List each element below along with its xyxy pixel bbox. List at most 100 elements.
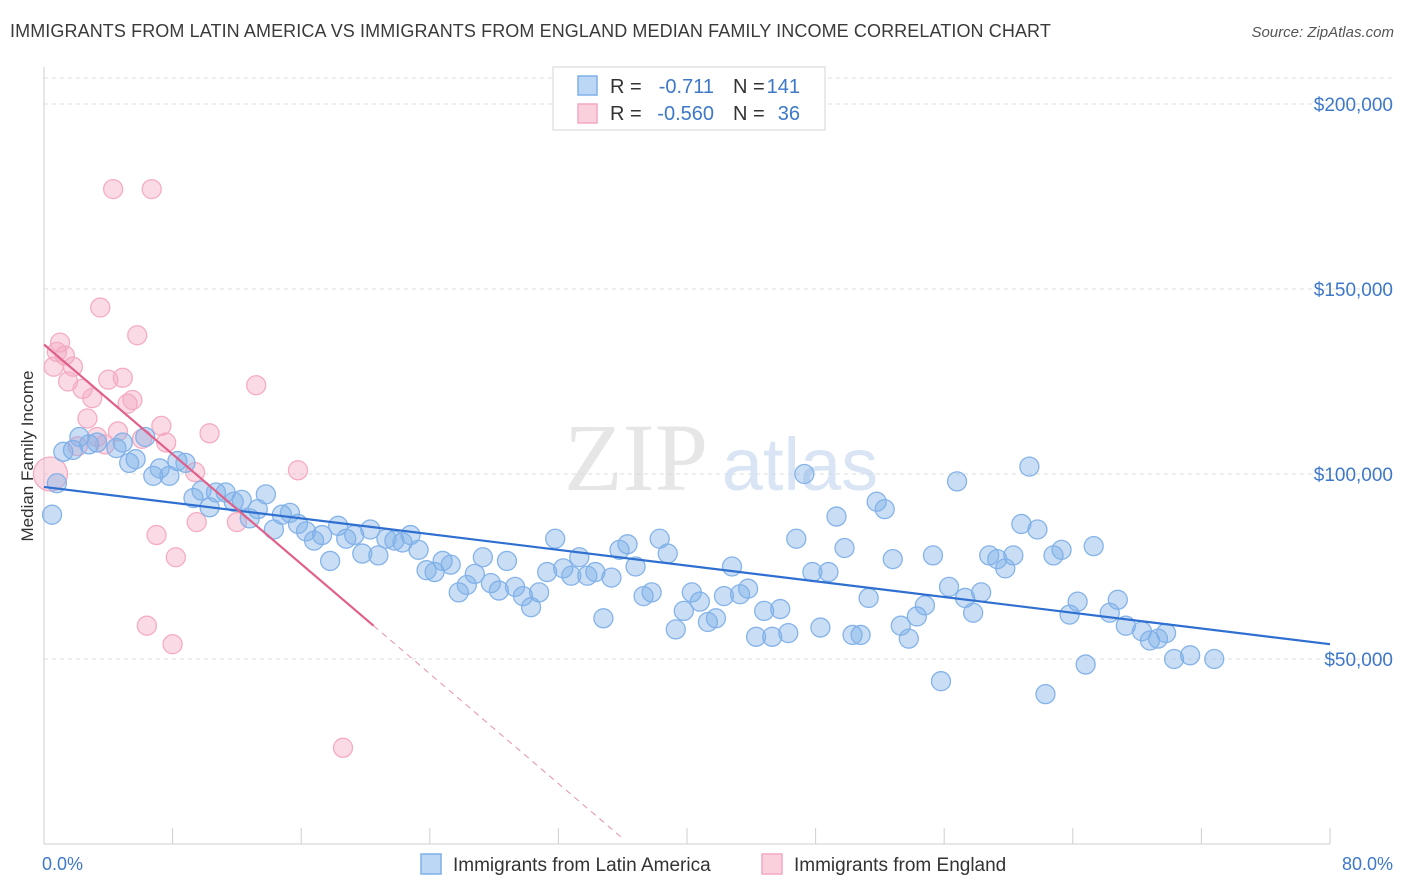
latin-point	[794, 463, 815, 485]
latin-point	[1155, 622, 1177, 644]
legend-n-value-latin: 141	[767, 76, 800, 98]
bottom-legend: Immigrants from Latin America Immigrants…	[420, 853, 1006, 876]
latin-point	[641, 582, 662, 603]
legend-n-label-latin: N =	[733, 76, 765, 98]
latin-point	[858, 587, 879, 609]
latin-point	[617, 534, 638, 555]
latin-point	[665, 619, 686, 640]
latin-point	[440, 554, 461, 575]
legend-n-label-england: N =	[733, 103, 765, 125]
latin-point	[1051, 539, 1072, 560]
x-ticks	[43, 828, 1331, 844]
latin-point	[456, 574, 477, 596]
watermark-zip: ZIP	[564, 404, 708, 511]
latin-point	[512, 585, 534, 607]
latin-point	[930, 671, 952, 692]
latin-point	[1027, 519, 1048, 540]
latin-point	[255, 484, 276, 505]
latin-point	[488, 580, 510, 601]
latin-point	[448, 582, 469, 603]
latin-point	[528, 582, 550, 603]
legend-box: R = -0.711 N = 141 R = -0.560 N = 36	[552, 66, 826, 131]
latin-point	[890, 615, 911, 636]
latin-point	[106, 437, 127, 459]
latin-point	[1083, 536, 1104, 557]
latin-point	[866, 491, 887, 512]
latin-point	[786, 528, 807, 549]
latin-point	[408, 539, 429, 560]
england-point	[141, 178, 162, 200]
latin-point	[62, 439, 84, 461]
latin-point	[971, 582, 992, 603]
latin-point	[625, 556, 646, 577]
latin-point	[86, 432, 108, 453]
england-point	[112, 367, 133, 388]
latin-point	[125, 449, 146, 470]
latin-point	[311, 524, 333, 546]
latin-point	[328, 515, 349, 536]
latin-point	[78, 434, 100, 455]
latin-point	[496, 550, 518, 572]
england-point	[127, 325, 148, 346]
latin-point	[689, 591, 711, 612]
y-tick-label: $200,000	[1314, 95, 1393, 116]
england-point	[246, 375, 267, 396]
legend-n-value-england: 36	[778, 103, 800, 125]
latin-point	[826, 506, 847, 527]
latin-point	[1019, 456, 1040, 477]
latin-point	[1035, 684, 1056, 705]
latin-point	[818, 561, 839, 583]
latin-point	[464, 563, 485, 585]
latin-point	[882, 548, 903, 570]
latin-point	[536, 561, 558, 583]
latin-point	[41, 504, 63, 525]
latin-point	[135, 426, 156, 448]
latin-point	[119, 452, 140, 474]
latin-point	[705, 608, 727, 629]
source-credit: Source: ZipAtlas.com	[1251, 24, 1394, 41]
trend-lines	[43, 343, 1331, 839]
latin-point	[1204, 648, 1225, 670]
legend-r-value-england: -0.560	[657, 103, 714, 125]
latin-point	[183, 487, 204, 509]
y-tick-label: $150,000	[1314, 280, 1393, 301]
bottom-legend-swatch-latin	[420, 853, 442, 875]
latin-point	[175, 452, 196, 474]
trend-line-latin	[43, 485, 1331, 646]
bottom-legend-swatch-england	[761, 853, 783, 875]
legend-frame	[552, 66, 826, 131]
y-tick-labels: $50,000 $100,000 $150,000 $200,000	[1314, 95, 1393, 671]
england-point	[82, 387, 103, 409]
england-point	[102, 178, 124, 200]
latin-point	[962, 602, 984, 623]
latin-point	[384, 530, 405, 551]
legend-swatch-latin	[577, 75, 598, 96]
latin-point	[737, 578, 759, 599]
latin-point	[593, 608, 614, 629]
x-tick-label-max: 80.0%	[1342, 854, 1393, 874]
latin-point	[112, 432, 133, 453]
latin-point	[561, 565, 582, 586]
england-point	[226, 511, 248, 533]
y-axis-label: Median Family Income	[18, 370, 37, 541]
trend-line-england	[43, 343, 375, 627]
latin-point	[472, 547, 493, 568]
latin-point	[906, 606, 928, 627]
latin-point	[585, 561, 606, 583]
legend-r-label-latin: R =	[610, 76, 642, 98]
england-point	[186, 511, 207, 533]
latin-point	[938, 576, 960, 597]
england-point	[156, 432, 177, 453]
latin-point	[545, 528, 566, 549]
england-point	[165, 547, 186, 568]
latin-point	[167, 450, 188, 472]
latin-point	[319, 550, 341, 572]
england-point	[86, 426, 108, 448]
grid-lines	[44, 77, 1393, 660]
latin-point	[231, 489, 252, 511]
latin-point	[1179, 645, 1201, 666]
england-point	[90, 297, 111, 318]
latin-point	[810, 617, 831, 638]
latin-point	[368, 545, 389, 566]
england-point	[107, 421, 129, 442]
